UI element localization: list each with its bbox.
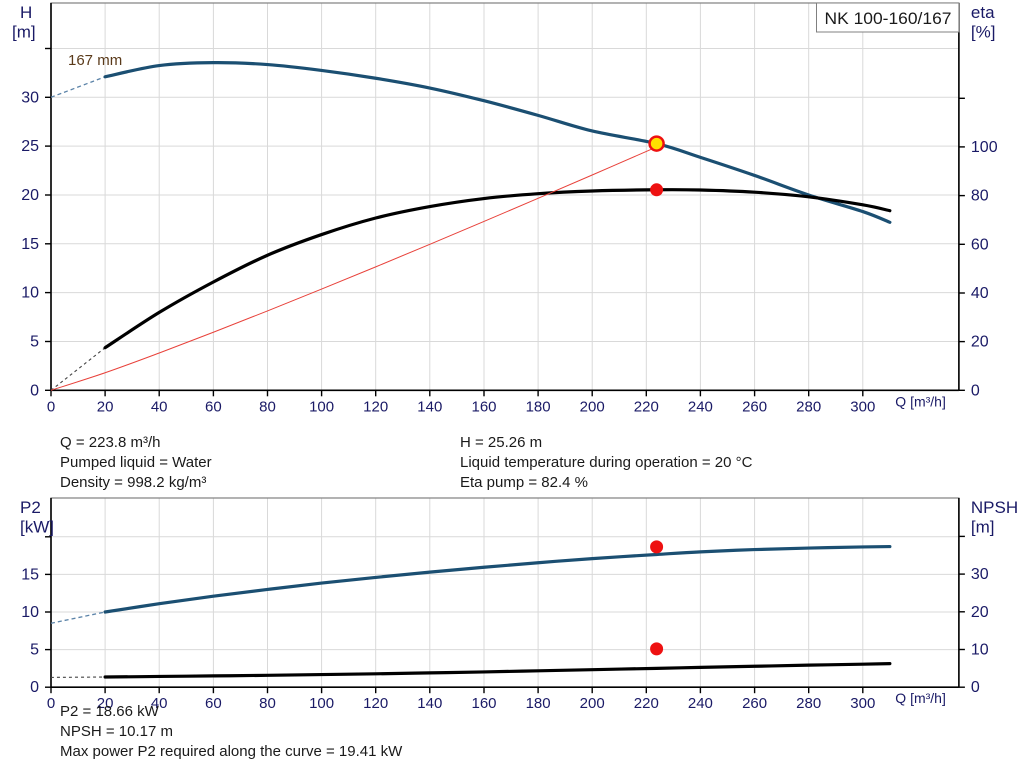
svg-text:Q [m³/h]: Q [m³/h] xyxy=(895,690,946,706)
svg-text:[kW]: [kW] xyxy=(20,518,54,537)
svg-text:[m]: [m] xyxy=(12,23,36,42)
svg-text:260: 260 xyxy=(742,695,767,712)
svg-text:30: 30 xyxy=(21,89,39,106)
svg-text:0: 0 xyxy=(30,382,39,399)
svg-text:10: 10 xyxy=(21,604,39,621)
svg-text:[%]: [%] xyxy=(971,23,996,42)
svg-text:100: 100 xyxy=(309,398,334,415)
svg-text:160: 160 xyxy=(471,695,496,712)
svg-text:H: H xyxy=(20,3,32,22)
svg-text:180: 180 xyxy=(526,398,551,415)
svg-text:280: 280 xyxy=(796,398,821,415)
svg-text:300: 300 xyxy=(850,695,875,712)
svg-text:20: 20 xyxy=(971,334,989,351)
svg-text:60: 60 xyxy=(205,398,222,415)
svg-text:160: 160 xyxy=(471,398,496,415)
svg-text:40: 40 xyxy=(971,285,989,302)
svg-text:20: 20 xyxy=(21,187,39,204)
svg-text:20: 20 xyxy=(971,604,989,621)
svg-text:5: 5 xyxy=(30,334,39,351)
svg-text:167 mm: 167 mm xyxy=(68,52,122,69)
svg-text:80: 80 xyxy=(971,188,989,205)
svg-text:eta: eta xyxy=(971,3,995,22)
svg-text:5: 5 xyxy=(30,642,39,659)
svg-text:220: 220 xyxy=(634,398,659,415)
svg-text:140: 140 xyxy=(417,398,442,415)
svg-text:0: 0 xyxy=(971,382,980,399)
svg-text:[m]: [m] xyxy=(971,518,995,537)
svg-text:0: 0 xyxy=(47,398,55,415)
svg-text:25: 25 xyxy=(21,138,39,155)
svg-text:15: 15 xyxy=(21,566,39,583)
svg-text:260: 260 xyxy=(742,398,767,415)
svg-text:10: 10 xyxy=(971,642,989,659)
svg-text:40: 40 xyxy=(151,398,168,415)
svg-text:30: 30 xyxy=(971,566,989,583)
svg-text:20: 20 xyxy=(97,398,114,415)
svg-text:100: 100 xyxy=(971,139,998,156)
svg-text:200: 200 xyxy=(580,398,605,415)
svg-text:240: 240 xyxy=(688,695,713,712)
svg-text:80: 80 xyxy=(259,398,276,415)
svg-text:0: 0 xyxy=(47,695,55,712)
svg-text:200: 200 xyxy=(580,695,605,712)
svg-text:240: 240 xyxy=(688,398,713,415)
svg-text:NPSH: NPSH xyxy=(971,498,1018,517)
svg-text:280: 280 xyxy=(796,695,821,712)
svg-text:0: 0 xyxy=(971,679,980,696)
svg-text:P2: P2 xyxy=(20,498,41,517)
svg-text:NK 100-160/167: NK 100-160/167 xyxy=(825,9,952,28)
svg-text:180: 180 xyxy=(526,695,551,712)
svg-text:220: 220 xyxy=(634,695,659,712)
svg-text:60: 60 xyxy=(971,236,989,253)
svg-text:10: 10 xyxy=(21,285,39,302)
svg-text:0: 0 xyxy=(30,679,39,696)
svg-text:15: 15 xyxy=(21,236,39,253)
svg-text:300: 300 xyxy=(850,398,875,415)
svg-text:120: 120 xyxy=(363,398,388,415)
svg-text:Q [m³/h]: Q [m³/h] xyxy=(895,393,946,409)
svg-text:140: 140 xyxy=(417,695,442,712)
